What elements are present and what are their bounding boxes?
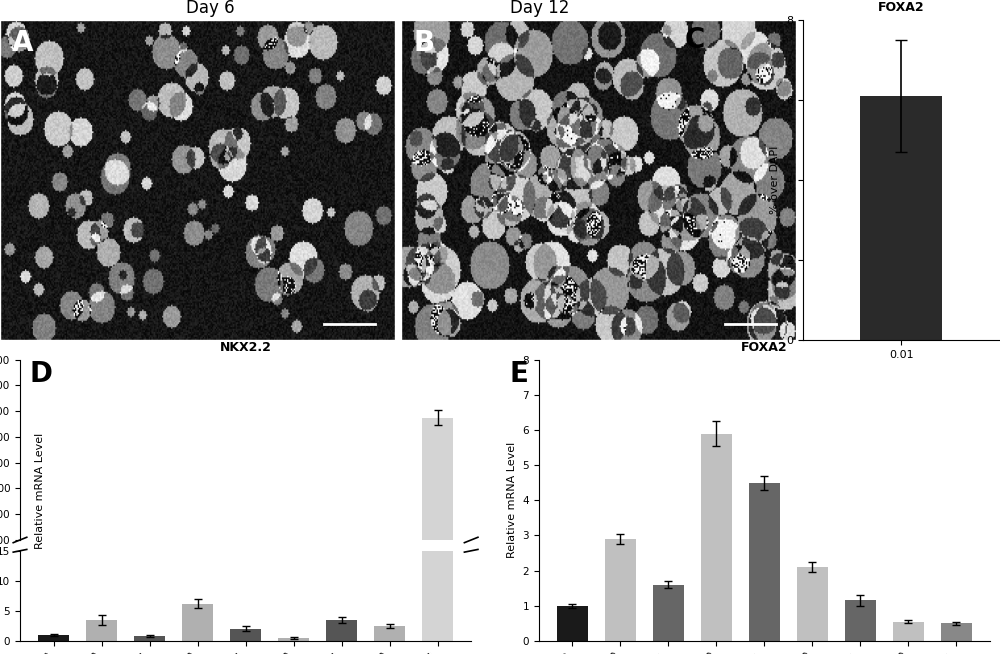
Bar: [86, 620, 117, 641]
Bar: [701, 434, 732, 641]
Bar: [134, 636, 165, 641]
Y-axis label: Relative mRNA Level: Relative mRNA Level: [507, 442, 517, 559]
Title: FOXA2: FOXA2: [878, 1, 925, 14]
Bar: [374, 626, 405, 641]
Bar: [422, 418, 453, 654]
Bar: [893, 621, 924, 641]
Title: FOXA2: FOXA2: [741, 341, 788, 354]
Text: A: A: [12, 29, 33, 58]
Text: B: B: [413, 29, 434, 58]
Title: NKX2.2: NKX2.2: [220, 341, 272, 354]
Text: Day 12: Day 12: [510, 0, 570, 17]
Text: Day 6: Day 6: [186, 0, 234, 17]
Bar: [797, 567, 828, 641]
X-axis label: Doxycycline Dosage (μg/ml): Doxycycline Dosage (μg/ml): [828, 366, 975, 375]
Text: D: D: [30, 360, 53, 388]
Y-axis label: % over DAPI: % over DAPI: [770, 146, 780, 214]
Text: Relative mRNA Level: Relative mRNA Level: [35, 432, 45, 549]
Bar: [749, 483, 780, 641]
Bar: [845, 600, 876, 641]
Bar: [422, 0, 453, 641]
Bar: [605, 539, 636, 641]
Bar: [230, 629, 261, 641]
Bar: [557, 606, 588, 641]
Bar: [941, 623, 972, 641]
Bar: [182, 604, 213, 641]
Bar: [860, 95, 942, 340]
Bar: [278, 638, 309, 641]
Text: E: E: [510, 360, 529, 388]
Bar: [326, 620, 357, 641]
Bar: [653, 585, 684, 641]
Text: C: C: [685, 26, 705, 54]
Bar: [38, 635, 69, 641]
